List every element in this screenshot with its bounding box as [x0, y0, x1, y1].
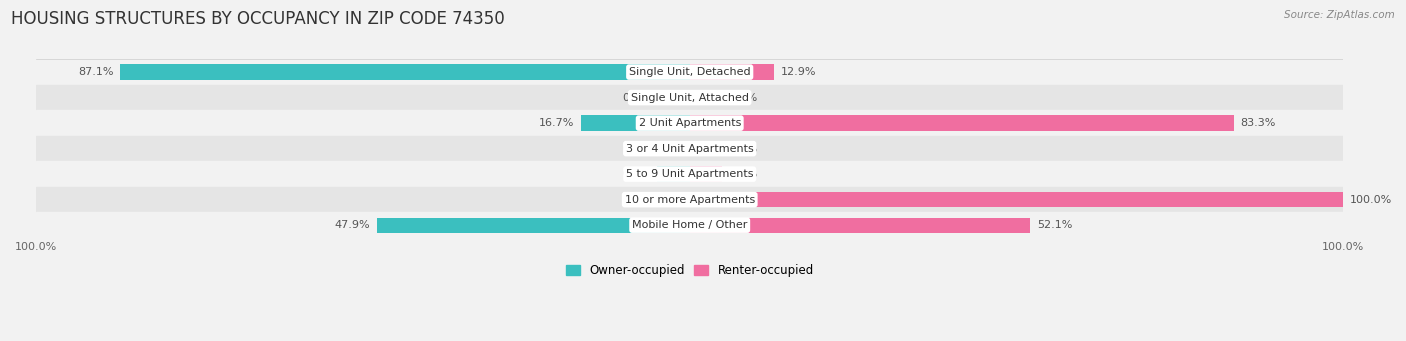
- Bar: [690, 64, 775, 80]
- Text: 12.9%: 12.9%: [780, 67, 815, 77]
- Text: 5 to 9 Unit Apartments: 5 to 9 Unit Apartments: [626, 169, 754, 179]
- Bar: [37, 212, 1343, 238]
- Text: 83.3%: 83.3%: [1240, 118, 1277, 128]
- Text: 0.0%: 0.0%: [728, 144, 758, 154]
- Text: Single Unit, Attached: Single Unit, Attached: [631, 93, 749, 103]
- Bar: [690, 90, 723, 105]
- Text: 0.0%: 0.0%: [623, 144, 651, 154]
- Bar: [121, 64, 690, 80]
- Bar: [690, 218, 1031, 233]
- Text: 0.0%: 0.0%: [623, 93, 651, 103]
- Text: 0.0%: 0.0%: [728, 93, 758, 103]
- Bar: [657, 166, 690, 182]
- Bar: [690, 141, 723, 156]
- Bar: [37, 161, 1343, 187]
- Bar: [690, 166, 723, 182]
- Bar: [657, 90, 690, 105]
- Bar: [37, 187, 1343, 212]
- Bar: [581, 116, 690, 131]
- Bar: [37, 85, 1343, 110]
- Text: Source: ZipAtlas.com: Source: ZipAtlas.com: [1284, 10, 1395, 20]
- Legend: Owner-occupied, Renter-occupied: Owner-occupied, Renter-occupied: [561, 260, 818, 282]
- Bar: [690, 116, 1234, 131]
- Text: 3 or 4 Unit Apartments: 3 or 4 Unit Apartments: [626, 144, 754, 154]
- Bar: [37, 110, 1343, 136]
- Text: 16.7%: 16.7%: [538, 118, 574, 128]
- Text: 0.0%: 0.0%: [623, 195, 651, 205]
- Text: 2 Unit Apartments: 2 Unit Apartments: [638, 118, 741, 128]
- Text: 100.0%: 100.0%: [1350, 195, 1392, 205]
- Text: 10 or more Apartments: 10 or more Apartments: [624, 195, 755, 205]
- Text: 0.0%: 0.0%: [623, 169, 651, 179]
- Text: 47.9%: 47.9%: [335, 220, 370, 230]
- Text: 52.1%: 52.1%: [1036, 220, 1073, 230]
- Bar: [657, 192, 690, 207]
- Text: HOUSING STRUCTURES BY OCCUPANCY IN ZIP CODE 74350: HOUSING STRUCTURES BY OCCUPANCY IN ZIP C…: [11, 10, 505, 28]
- Bar: [657, 141, 690, 156]
- Text: Single Unit, Detached: Single Unit, Detached: [628, 67, 751, 77]
- Text: Mobile Home / Other: Mobile Home / Other: [633, 220, 748, 230]
- Bar: [377, 218, 690, 233]
- Bar: [37, 59, 1343, 85]
- Bar: [690, 192, 1343, 207]
- Text: 0.0%: 0.0%: [728, 169, 758, 179]
- Text: 87.1%: 87.1%: [79, 67, 114, 77]
- Bar: [37, 136, 1343, 161]
